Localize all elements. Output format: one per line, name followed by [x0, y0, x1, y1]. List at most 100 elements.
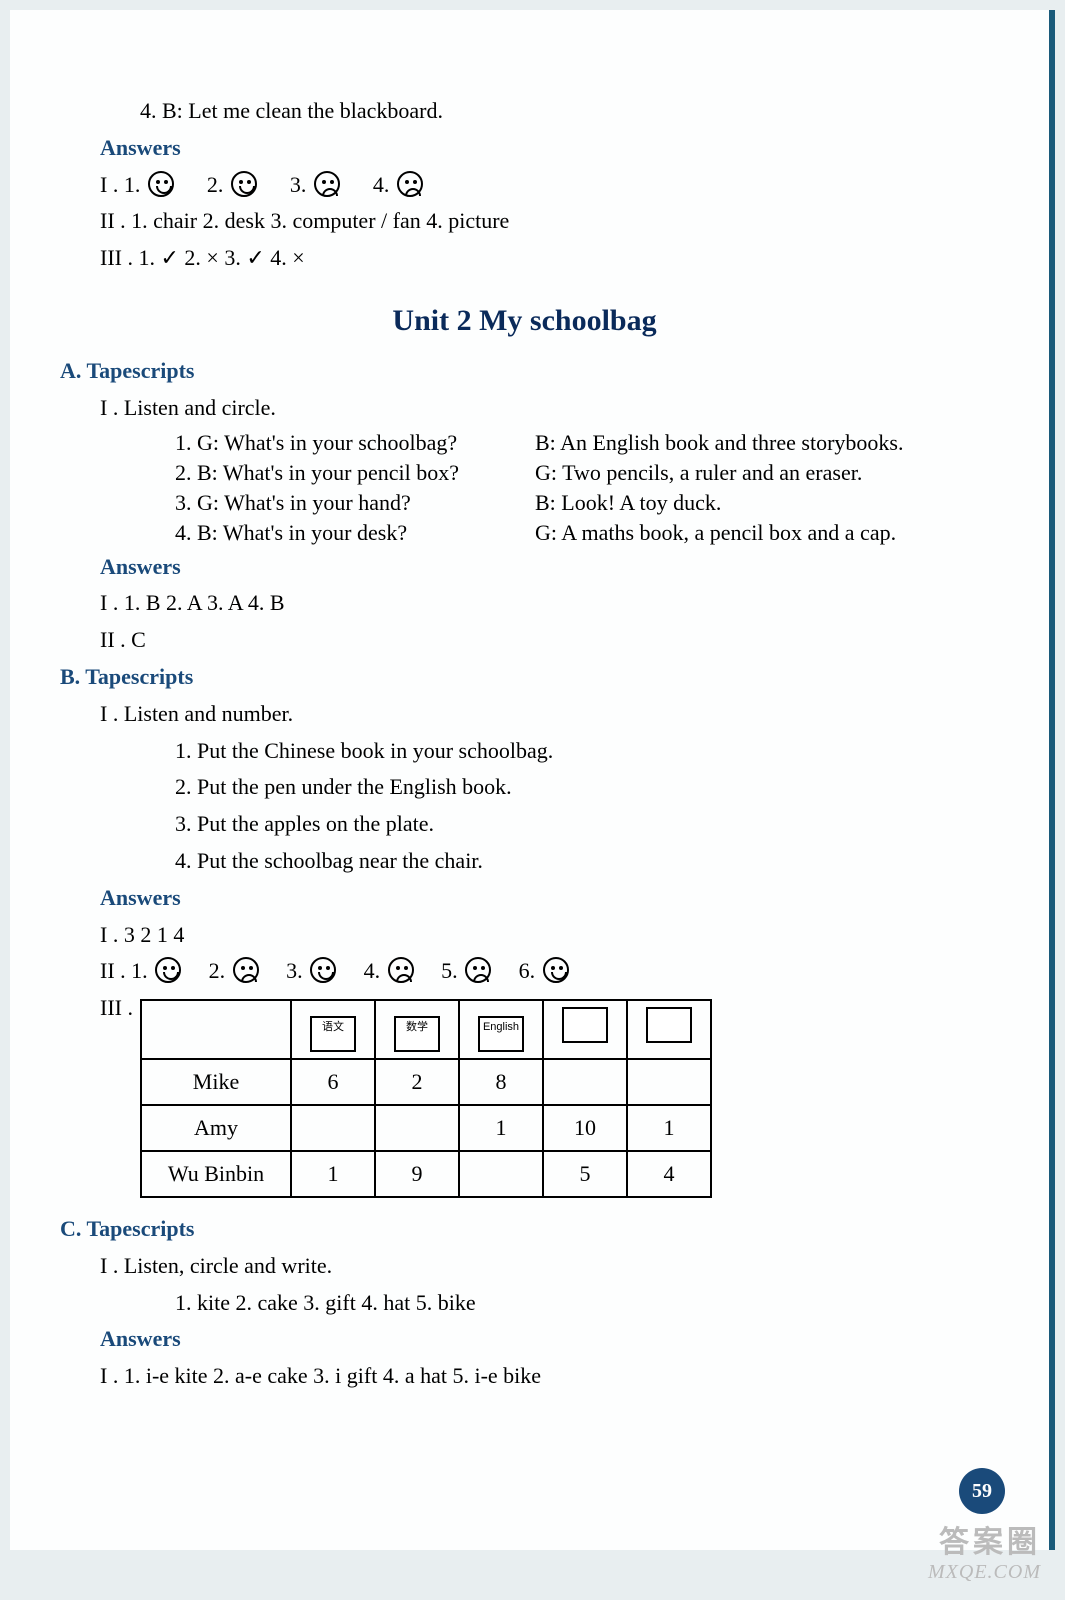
top-answer-I: I . 1. 2. 3. 4. — [100, 170, 989, 201]
answers-label: Answers — [100, 883, 989, 914]
answers-label: Answers — [100, 552, 989, 583]
face-item: 4. — [373, 172, 425, 197]
table-cell: 1 — [291, 1151, 375, 1197]
b-item: 3. Put the apples on the plate. — [175, 809, 989, 840]
table-cell: 2 — [375, 1059, 459, 1105]
roman-I: I . — [100, 172, 118, 197]
c-I-label: I . Listen, circle and write. — [100, 1251, 989, 1282]
table-cell: 6 — [291, 1059, 375, 1105]
sad-icon — [397, 171, 423, 197]
face-item: 1. — [131, 958, 183, 983]
table-row: Amy 1 10 1 — [141, 1105, 711, 1151]
a-I-label: I . Listen and circle. — [100, 393, 989, 424]
watermark: 答案圈 MXQE.COM — [928, 1517, 1041, 1584]
face-item: 4. — [364, 958, 416, 983]
unit-title: Unit 2 My schoolbag — [60, 304, 989, 338]
table-cell: 1 — [627, 1105, 711, 1151]
c-items: 1. kite 2. cake 3. gift 4. hat 5. bike — [175, 1288, 989, 1319]
happy-icon — [543, 957, 569, 983]
table-cell — [291, 1105, 375, 1151]
b-answer-I: I . 3 2 1 4 — [100, 920, 989, 951]
book-icon — [646, 1007, 692, 1043]
dialog-row: 1. G: What's in your schoolbag? B: An En… — [175, 430, 989, 456]
b-item: 2. Put the pen under the English book. — [175, 772, 989, 803]
dialog-row: 4. B: What's in your desk? G: A maths bo… — [175, 520, 989, 546]
table-cell — [543, 1059, 627, 1105]
book-icon: 数学 — [394, 1016, 440, 1052]
watermark-url: MXQE.COM — [928, 1561, 1041, 1584]
a-answer-II: II . C — [100, 625, 989, 656]
dialog-q: 3. G: What's in your hand? — [175, 490, 535, 516]
table-cell: 4 — [627, 1151, 711, 1197]
table-cell — [543, 1000, 627, 1059]
page: 4. B: Let me clean the blackboard. Answe… — [10, 10, 1055, 1550]
face-item: 1. — [124, 172, 176, 197]
happy-icon — [231, 171, 257, 197]
book-icon: English — [478, 1016, 524, 1052]
happy-icon — [148, 171, 174, 197]
table-cell — [141, 1000, 291, 1059]
dialog-a: B: Look! A toy duck. — [535, 490, 989, 516]
data-table: 语文 数学 English Mike 6 2 8 Amy 1 10 1 — [140, 999, 712, 1198]
dialog-q: 4. B: What's in your desk? — [175, 520, 535, 546]
table-cell: 1 — [459, 1105, 543, 1151]
table-cell — [459, 1151, 543, 1197]
sad-icon — [388, 957, 414, 983]
section-c-heading: C. Tapescripts — [60, 1214, 989, 1245]
sad-icon — [314, 171, 340, 197]
b-item: 4. Put the schoolbag near the chair. — [175, 846, 989, 877]
happy-icon — [155, 957, 181, 983]
sad-icon — [233, 957, 259, 983]
b-III: III . 语文 数学 English Mike 6 2 8 Amy — [100, 993, 989, 1198]
top-answer-II: II . 1. chair 2. desk 3. computer / fan … — [100, 206, 989, 237]
a-answer-I: I . 1. B 2. A 3. A 4. B — [100, 588, 989, 619]
c-answer-I: I . 1. i-e kite 2. a-e cake 3. i gift 4.… — [100, 1361, 989, 1392]
table-cell: 数学 — [375, 1000, 459, 1059]
table-cell: Mike — [141, 1059, 291, 1105]
dialog-row: 3. G: What's in your hand? B: Look! A to… — [175, 490, 989, 516]
face-item: 2. — [207, 172, 259, 197]
table-cell: English — [459, 1000, 543, 1059]
roman-III: III . — [100, 993, 140, 1024]
book-icon — [562, 1007, 608, 1043]
dialog-q: 1. G: What's in your schoolbag? — [175, 430, 535, 456]
table-cell: 5 — [543, 1151, 627, 1197]
table-cell — [627, 1000, 711, 1059]
answers-label: Answers — [100, 1324, 989, 1355]
table-cell: 语文 — [291, 1000, 375, 1059]
face-item: 5. — [441, 958, 493, 983]
answers-label: Answers — [100, 133, 989, 164]
book-icon: 语文 — [310, 1016, 356, 1052]
section-b-heading: B. Tapescripts — [60, 662, 989, 693]
roman-II: II . — [100, 958, 131, 983]
watermark-chars: 答案圈 — [928, 1517, 1041, 1561]
prev-line: 4. B: Let me clean the blackboard. — [140, 96, 989, 127]
table-cell: Wu Binbin — [141, 1151, 291, 1197]
face-item: 3. — [290, 172, 342, 197]
b-I-label: I . Listen and number. — [100, 699, 989, 730]
table-cell — [627, 1059, 711, 1105]
dialog-row: 2. B: What's in your pencil box? G: Two … — [175, 460, 989, 486]
happy-icon — [310, 957, 336, 983]
table-row: Wu Binbin 1 9 5 4 — [141, 1151, 711, 1197]
face-item: 3. — [286, 958, 338, 983]
table-cell: 9 — [375, 1151, 459, 1197]
table-cell: Amy — [141, 1105, 291, 1151]
dialog-a: G: A maths book, a pencil box and a cap. — [535, 520, 989, 546]
face-item: 2. — [209, 958, 261, 983]
table-cell: 8 — [459, 1059, 543, 1105]
b-item: 1. Put the Chinese book in your schoolba… — [175, 736, 989, 767]
table-cell — [375, 1105, 459, 1151]
section-a-heading: A. Tapescripts — [60, 356, 989, 387]
page-number-badge: 59 — [959, 1468, 1005, 1514]
dialog-a: G: Two pencils, a ruler and an eraser. — [535, 460, 989, 486]
dialog-q: 2. B: What's in your pencil box? — [175, 460, 535, 486]
sad-icon — [465, 957, 491, 983]
b-answer-II: II . 1. 2. 3. 4. 5. 6. — [100, 956, 989, 987]
top-answer-III: III . 1. ✓ 2. × 3. ✓ 4. × — [100, 243, 989, 274]
table-cell: 10 — [543, 1105, 627, 1151]
face-item: 6. — [519, 958, 571, 983]
table-row: Mike 6 2 8 — [141, 1059, 711, 1105]
table-header-row: 语文 数学 English — [141, 1000, 711, 1059]
dialog-a: B: An English book and three storybooks. — [535, 430, 989, 456]
